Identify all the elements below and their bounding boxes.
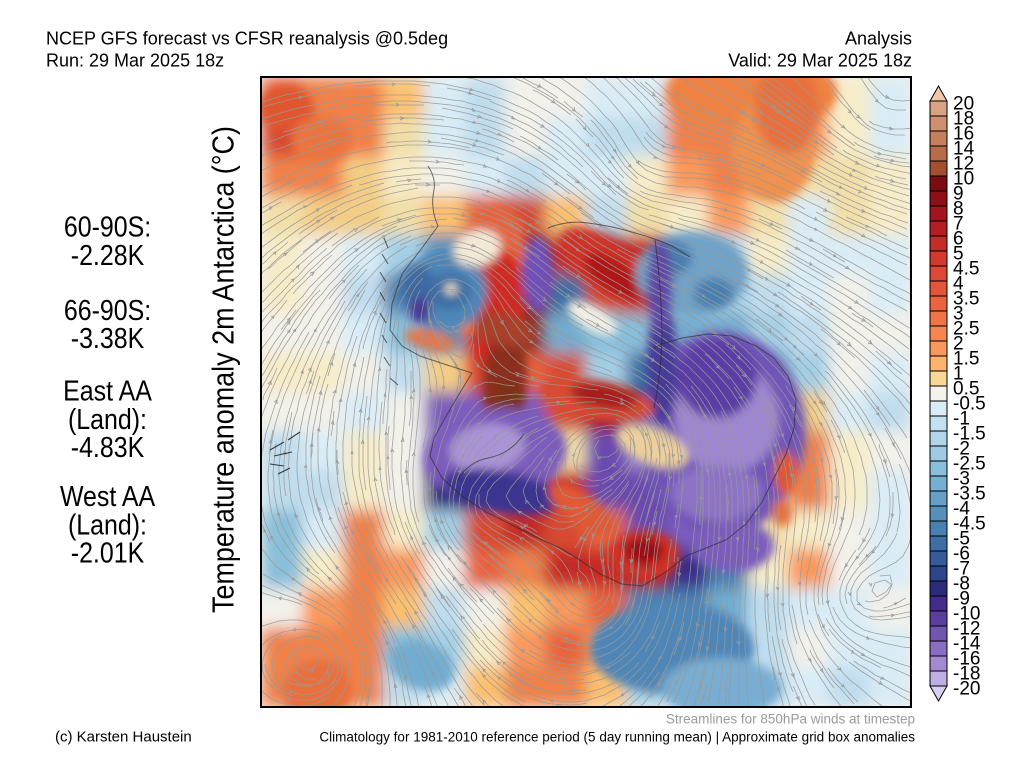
svg-text:-2.5: -2.5 [953,454,986,475]
svg-text:7: 7 [953,214,964,235]
svg-text:(Land):: (Land): [68,403,147,435]
svg-text:1.5: 1.5 [953,349,979,370]
svg-text:-8: -8 [953,574,970,595]
svg-text:Valid: 29 Mar 2025 18z: Valid: 29 Mar 2025 18z [728,51,912,71]
svg-text:(c) Karsten Haustein: (c) Karsten Haustein [55,729,192,746]
svg-text:NCEP GFS forecast vs CFSR rean: NCEP GFS forecast vs CFSR reanalysis @0.… [46,29,448,49]
svg-text:10: 10 [953,169,974,190]
svg-text:Analysis: Analysis [845,29,912,49]
svg-text:5: 5 [953,244,964,265]
svg-text:18: 18 [953,109,974,130]
svg-text:-5: -5 [953,529,970,550]
svg-text:-12: -12 [953,619,980,640]
svg-text:Streamlines for 850hPa winds a: Streamlines for 850hPa winds at timestep [666,712,915,727]
svg-text:3: 3 [953,304,964,325]
svg-text:-2.01K: -2.01K [71,537,144,569]
svg-text:-2: -2 [953,439,970,460]
svg-text:-4: -4 [953,499,970,520]
svg-text:66-90S:: 66-90S: [64,294,151,326]
svg-text:-7: -7 [953,559,970,580]
svg-text:Run: 29 Mar 2025 18z: Run: 29 Mar 2025 18z [46,51,224,71]
svg-text:East AA: East AA [63,375,152,407]
svg-text:-3: -3 [953,469,970,490]
svg-text:4.5: 4.5 [953,259,979,280]
svg-text:Climatology for 1981-2010 refe: Climatology for 1981-2010 reference peri… [319,730,915,745]
svg-text:-3.38K: -3.38K [71,322,144,354]
svg-text:-6: -6 [953,544,970,565]
svg-text:1: 1 [953,364,964,385]
svg-text:0.5: 0.5 [953,379,979,400]
svg-text:-4.5: -4.5 [953,514,986,535]
svg-text:-20: -20 [953,679,980,700]
svg-text:2.5: 2.5 [953,319,979,340]
svg-text:6: 6 [953,229,964,250]
svg-text:8: 8 [953,199,964,220]
svg-text:3.5: 3.5 [953,289,979,310]
svg-text:-0.5: -0.5 [953,394,986,415]
svg-text:2: 2 [953,334,964,355]
svg-text:16: 16 [953,124,974,145]
svg-text:-9: -9 [953,589,970,610]
svg-text:14: 14 [953,139,975,160]
svg-text:-2.28K: -2.28K [71,239,144,271]
svg-text:-16: -16 [953,649,980,670]
svg-text:-1: -1 [953,409,970,430]
svg-text:12: 12 [953,154,974,175]
svg-text:West AA: West AA [60,480,155,512]
svg-text:60-90S:: 60-90S: [64,211,151,243]
svg-text:4: 4 [953,274,964,295]
svg-text:-10: -10 [953,604,980,625]
svg-text:20: 20 [953,94,974,115]
svg-text:-14: -14 [953,634,981,655]
svg-text:-3.5: -3.5 [953,484,986,505]
svg-text:-4.83K: -4.83K [71,431,144,463]
svg-text:(Land):: (Land): [68,509,147,541]
svg-text:Temperature anomaly 2m Antarct: Temperature anomaly 2m Antarctica (°C) [206,126,241,613]
svg-text:9: 9 [953,184,964,205]
svg-text:-18: -18 [953,664,980,685]
svg-text:-1.5: -1.5 [953,424,986,445]
